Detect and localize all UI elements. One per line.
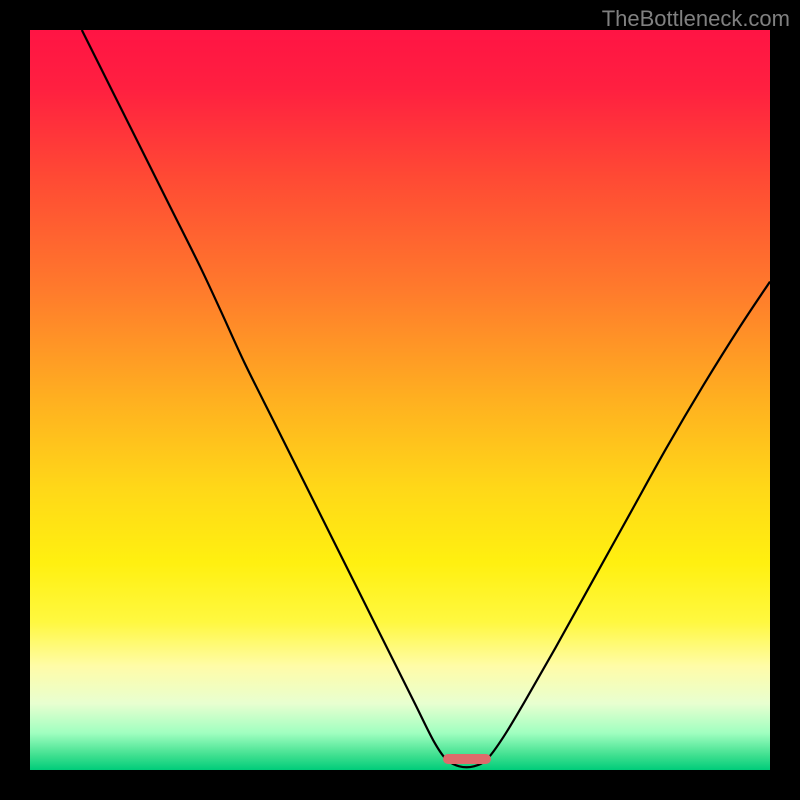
watermark-text: TheBottleneck.com [602, 6, 790, 32]
optimal-marker [443, 754, 491, 764]
bottleneck-curve [30, 30, 770, 770]
chart-area [30, 30, 770, 770]
